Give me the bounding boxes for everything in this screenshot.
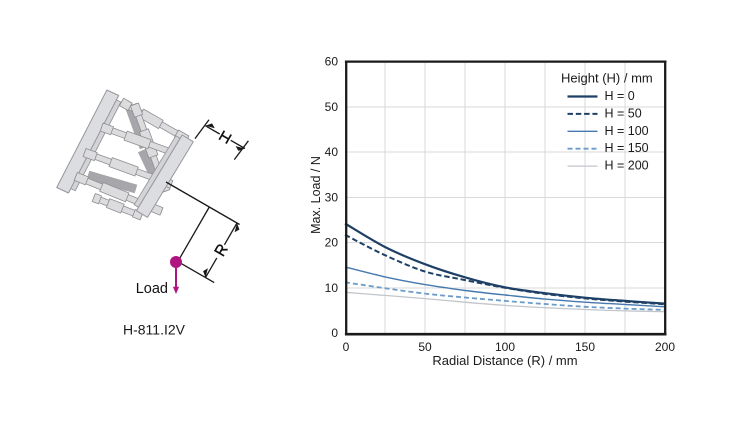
svg-text:H = 50: H = 50: [605, 106, 642, 120]
svg-text:Height (H) / mm: Height (H) / mm: [561, 71, 653, 86]
svg-text:H = 200: H = 200: [605, 159, 649, 173]
svg-text:150: 150: [575, 340, 595, 354]
svg-text:50: 50: [325, 100, 339, 114]
svg-text:H = 100: H = 100: [605, 124, 649, 138]
svg-text:100: 100: [495, 340, 515, 354]
svg-text:H = 0: H = 0: [605, 89, 635, 103]
svg-text:10: 10: [325, 281, 339, 295]
svg-text:Max. Load / N: Max. Load / N: [309, 156, 323, 234]
svg-text:Radial Distance (R) / mm: Radial Distance (R) / mm: [432, 353, 577, 368]
svg-text:60: 60: [325, 55, 339, 69]
svg-text:0: 0: [331, 326, 338, 340]
svg-text:H = 150: H = 150: [605, 141, 649, 155]
svg-text:20: 20: [325, 236, 339, 250]
svg-text:40: 40: [325, 145, 339, 159]
svg-text:H-811.I2V: H-811.I2V: [123, 322, 186, 338]
svg-text:200: 200: [655, 340, 675, 354]
svg-text:30: 30: [325, 190, 339, 204]
svg-text:0: 0: [343, 340, 350, 354]
svg-text:50: 50: [418, 340, 432, 354]
svg-text:Load: Load: [136, 281, 168, 297]
